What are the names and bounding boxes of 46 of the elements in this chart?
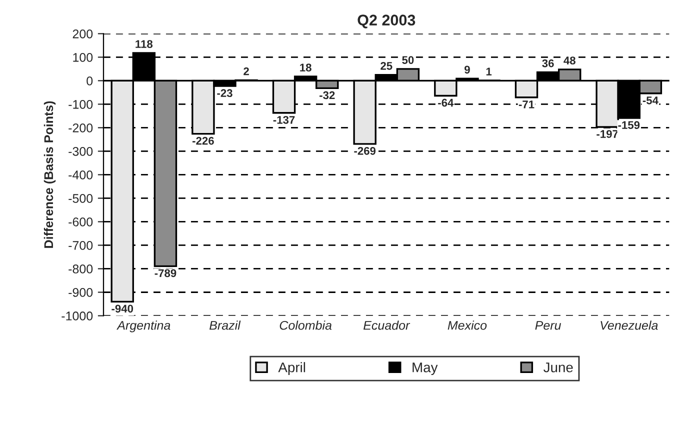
- legend-label: May: [412, 362, 438, 376]
- x-tick-label: Argentina: [116, 320, 170, 332]
- x-tick-label: Colombia: [280, 320, 332, 330]
- data-label: -23: [217, 89, 232, 98]
- x-tick-label: Brazil: [210, 320, 241, 330]
- y-tick-label: -400: [68, 170, 93, 180]
- y-tick-label: -700: [68, 241, 93, 250]
- legend-label: April: [278, 362, 306, 376]
- data-label: -269: [354, 146, 376, 155]
- data-label: -137: [273, 116, 295, 124]
- y-tick-label: 100: [73, 52, 93, 62]
- data-label: 2: [244, 67, 249, 76]
- data-label: -197: [596, 130, 618, 138]
- data-label: 18: [300, 64, 312, 72]
- y-tick-label: -500: [68, 194, 93, 203]
- x-tick-label: Ecuador: [364, 320, 410, 330]
- data-label: -64: [438, 98, 454, 107]
- x-tick-label: Venezuela: [600, 320, 658, 330]
- data-label: 25: [380, 62, 392, 70]
- y-tick-label: -200: [68, 124, 93, 132]
- data-label: 118: [136, 40, 153, 48]
- data-label: -159: [618, 121, 640, 130]
- x-tick-label: Mexico: [448, 320, 487, 330]
- data-label: -32: [320, 91, 335, 100]
- data-label: 9: [464, 66, 470, 74]
- y-tick-label: -600: [68, 218, 93, 226]
- data-label: -71: [518, 100, 534, 108]
- y-tick-label: -300: [68, 147, 93, 156]
- data-label: 50: [402, 56, 414, 64]
- data-label: -226: [192, 136, 214, 145]
- data-label: -789: [154, 269, 176, 278]
- data-label: -940: [112, 304, 134, 313]
- y-tick-label: 200: [72, 29, 93, 38]
- legend-label: June: [544, 362, 573, 372]
- chart-title: Q2 2003: [358, 14, 416, 28]
- data-label: 48: [564, 56, 576, 64]
- y-tick-label: -900: [68, 288, 93, 297]
- data-label: -54: [642, 96, 658, 104]
- y-tick-label: -1000: [62, 312, 93, 320]
- data-label: 36: [542, 59, 554, 68]
- data-label: 1: [486, 68, 492, 76]
- x-tick-label: Peru: [535, 321, 562, 330]
- y-tick-label: -100: [68, 100, 93, 109]
- y-axis-title: Difference (Basis Points): [44, 101, 56, 248]
- y-tick-label: -800: [68, 264, 93, 274]
- y-tick-label: 0: [86, 76, 93, 86]
